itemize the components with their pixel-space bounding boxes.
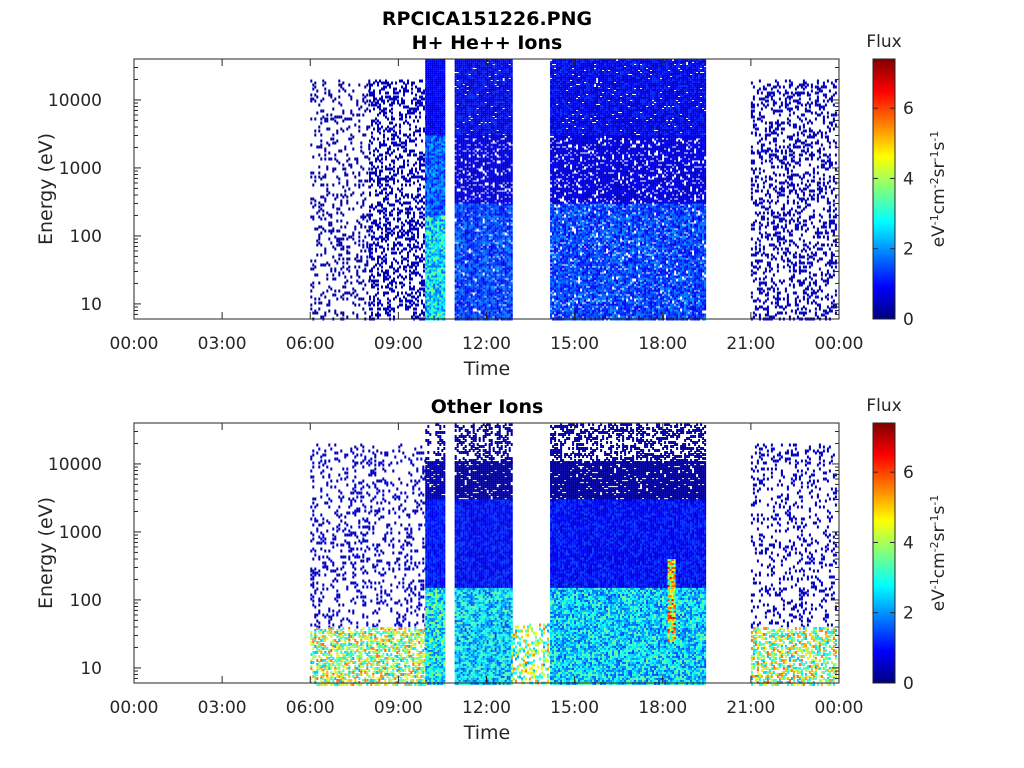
x-tick-label: 00:00 xyxy=(110,334,159,354)
colorbar-other-ions: 0 2 4 6 xyxy=(873,423,914,694)
colorbar-tick-label: 6 xyxy=(903,463,914,483)
x-tick-label: 15:00 xyxy=(550,698,599,718)
colorbar-tick-label: 0 xyxy=(903,310,914,330)
figure-title-line1: RPCICA151226.PNG xyxy=(382,8,592,30)
flux-region-2 xyxy=(425,423,445,464)
x-tick-label: 18:00 xyxy=(638,334,687,354)
x-tick-label: 12:00 xyxy=(462,698,511,718)
colorbar-tick-label: 4 xyxy=(903,533,914,553)
flux-region-7 xyxy=(455,461,513,502)
y-tick-label: 10000 xyxy=(48,91,102,111)
flux-region-0 xyxy=(310,80,370,321)
flux-region-5 xyxy=(425,588,445,685)
panel-other-ions: Other Ions 00:00 03:00 06:00 09:00 12:00 15:0… xyxy=(35,396,949,744)
x-tick-label: 09:00 xyxy=(374,698,423,718)
flux-region-4 xyxy=(425,216,445,321)
flux-region-14 xyxy=(550,588,706,685)
x-tick-label: 21:00 xyxy=(726,334,775,354)
colorbar-h-he-ions: 0 2 4 6 xyxy=(873,59,914,330)
colorbar-tick-label: 2 xyxy=(903,604,914,624)
flux-region-6 xyxy=(455,136,513,205)
x-tick-label: 09:00 xyxy=(374,334,423,354)
flux-region-11 xyxy=(751,80,837,321)
flux-region-3 xyxy=(425,461,445,502)
x-tick-label: 18:00 xyxy=(638,698,687,718)
y-axis-label-h-he-ions: Energy (eV) xyxy=(35,133,57,245)
y-axis-label-other-ions: Energy (eV) xyxy=(35,497,57,609)
x-tick-label: 06:00 xyxy=(286,334,335,354)
y-tick-label: 10 xyxy=(80,659,102,679)
flux-region-10 xyxy=(511,624,551,685)
y-tick-label: 10 xyxy=(80,295,102,315)
y-tick-label: 1000 xyxy=(59,159,102,179)
flux-region-0 xyxy=(310,444,426,629)
flux-region-5 xyxy=(455,59,513,138)
x-tick-label: 15:00 xyxy=(550,334,599,354)
colorbar-title-h-he-ions: Flux xyxy=(866,32,901,52)
panel-h-he-ions: 00:00 03:00 06:00 09:00 12:00 15:00 18:00 21:00… xyxy=(35,32,949,380)
y-tick-label: 100 xyxy=(70,591,102,611)
colorbar-tick-label: 6 xyxy=(903,99,914,119)
flux-region-4 xyxy=(425,500,445,591)
flux-region-9 xyxy=(550,136,706,205)
panel-title-other-ions: Other Ions xyxy=(431,396,544,418)
flux-region-15 xyxy=(668,559,676,642)
flux-region-12 xyxy=(550,461,706,502)
flux-region-1 xyxy=(369,80,427,321)
flux-region-17 xyxy=(751,627,837,686)
y-tick-label: 100 xyxy=(70,227,102,247)
flux-region-10 xyxy=(550,204,706,321)
flux-region-3 xyxy=(425,136,445,217)
flux-region-8 xyxy=(550,59,706,138)
flux-region-9 xyxy=(455,588,513,685)
spectrogram-other-ions xyxy=(310,423,837,686)
x-tick-label: 03:00 xyxy=(198,698,247,718)
flux-region-6 xyxy=(455,423,513,464)
colorbar-title-other-ions: Flux xyxy=(866,396,901,416)
x-tick-label: 06:00 xyxy=(286,698,335,718)
spectrogram-h-he-ions xyxy=(310,59,837,321)
colorbar-gradient-other-ions xyxy=(873,423,895,683)
x-tick-label: 03:00 xyxy=(198,334,247,354)
colorbar-tick-label: 4 xyxy=(903,169,914,189)
flux-region-7 xyxy=(455,204,513,321)
flux-region-11 xyxy=(550,423,706,464)
x-tick-label: 21:00 xyxy=(726,698,775,718)
colorbar-tick-label: 2 xyxy=(903,240,914,260)
x-axis-label-other-ions: Time xyxy=(463,722,511,744)
flux-region-8 xyxy=(455,500,513,591)
colorbar-unit-label-h-he-ions: eV-1cm-2sr-1s-1 xyxy=(928,131,950,248)
figure-title-line2: H+ He++ Ions xyxy=(412,32,563,54)
x-tick-label: 00:00 xyxy=(815,698,864,718)
x-axis-label-h-he-ions: Time xyxy=(463,358,511,380)
y-tick-label: 1000 xyxy=(59,523,102,543)
x-tick-label: 00:00 xyxy=(815,334,864,354)
flux-region-13 xyxy=(550,500,706,591)
flux-region-1 xyxy=(310,627,426,686)
flux-region-2 xyxy=(425,59,445,138)
colorbar-unit-label-other-ions: eV-1cm-2sr-1s-1 xyxy=(928,495,950,612)
y-tick-label: 10000 xyxy=(48,455,102,475)
colorbar-gradient-h-he-ions xyxy=(873,59,895,319)
colorbar-tick-label: 0 xyxy=(903,674,914,694)
flux-region-16 xyxy=(751,444,837,629)
x-tick-label: 12:00 xyxy=(462,334,511,354)
x-tick-label: 00:00 xyxy=(110,698,159,718)
